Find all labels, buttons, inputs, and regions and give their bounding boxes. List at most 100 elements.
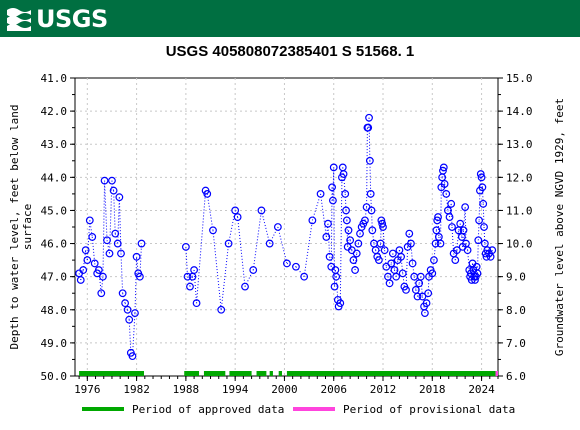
data-point xyxy=(85,216,94,225)
series-connector xyxy=(331,187,334,201)
data-point xyxy=(135,272,144,281)
x-axis: 1976 1982 1988 1994 2000 2006 2012 2018 2024 xyxy=(74,376,499,396)
data-point xyxy=(407,239,415,248)
series-connector xyxy=(459,223,463,237)
data-point xyxy=(322,233,331,241)
gridlines xyxy=(75,78,498,376)
data-point xyxy=(325,252,334,261)
series-connector xyxy=(356,243,359,254)
series-connector xyxy=(341,167,344,178)
series-connector xyxy=(483,226,486,244)
data-point xyxy=(128,352,137,361)
data-point xyxy=(354,239,363,248)
series-connector xyxy=(128,319,132,353)
data-point xyxy=(476,170,485,178)
data-point xyxy=(329,196,337,205)
approved-period-segment xyxy=(256,371,267,376)
data-point xyxy=(111,229,120,238)
data-point xyxy=(416,272,425,281)
series-connector xyxy=(127,309,130,320)
series-connector xyxy=(344,193,347,211)
data-point xyxy=(366,189,375,198)
data-point xyxy=(190,266,198,274)
data-point xyxy=(316,189,325,198)
right-tick-label: 8.0 xyxy=(506,304,526,317)
data-point xyxy=(434,213,442,221)
series-connector xyxy=(417,283,420,297)
x-tick-label: 2006 xyxy=(320,383,347,396)
data-point xyxy=(436,239,445,248)
data-point xyxy=(283,259,291,268)
data-point xyxy=(448,223,456,231)
series-connector xyxy=(345,210,348,221)
series-connector xyxy=(352,260,356,271)
data-point xyxy=(477,173,486,182)
series-connector xyxy=(407,233,410,247)
data-point xyxy=(478,183,487,192)
series-connector xyxy=(426,293,429,304)
left-tick-label: 49.0 xyxy=(41,337,68,350)
x-tick-label: 2000 xyxy=(271,383,298,396)
approved-period-segment xyxy=(184,371,200,376)
data-point xyxy=(392,272,401,281)
series-connector xyxy=(370,193,373,211)
usgs-logo[interactable]: USGS xyxy=(6,3,108,34)
data-point xyxy=(203,189,212,198)
data-point xyxy=(367,206,376,215)
series-connector xyxy=(368,117,371,161)
data-point xyxy=(413,292,422,301)
data-point xyxy=(181,242,190,251)
series-connector xyxy=(369,160,372,194)
right-tick-label: 12.0 xyxy=(506,171,533,184)
data-point xyxy=(385,279,394,288)
series-connector xyxy=(464,207,467,244)
series-connector xyxy=(122,293,126,304)
data-point xyxy=(300,272,309,281)
data-point xyxy=(346,236,355,245)
data-point xyxy=(475,216,484,225)
series-connector xyxy=(339,177,343,304)
series-connector xyxy=(114,233,119,244)
data-point xyxy=(480,223,488,231)
data-point xyxy=(88,233,97,241)
data-point xyxy=(192,299,201,308)
series-connector xyxy=(476,240,479,274)
series-connector xyxy=(120,253,124,294)
data-point xyxy=(100,176,109,185)
data-point xyxy=(81,246,90,255)
series-connector xyxy=(449,203,452,218)
data-point xyxy=(265,239,274,248)
data-point xyxy=(379,223,387,231)
series-connector xyxy=(325,223,329,237)
series-connector xyxy=(311,193,322,221)
data-point xyxy=(341,189,350,198)
data-point xyxy=(388,249,397,258)
data-point xyxy=(308,216,317,225)
left-axis-label-line1: Depth to water level, feet below land xyxy=(8,104,21,349)
data-point xyxy=(368,226,377,235)
data-point xyxy=(447,199,456,208)
series-connector xyxy=(390,253,394,264)
left-axis-label-line2: surface xyxy=(21,204,34,250)
data-series xyxy=(75,113,497,361)
data-point xyxy=(105,249,114,258)
data-point xyxy=(125,315,134,324)
data-point xyxy=(408,259,417,268)
left-tick-label: 47.0 xyxy=(41,271,68,284)
data-point xyxy=(273,223,282,231)
series-connector xyxy=(329,256,332,267)
data-point xyxy=(352,249,361,258)
data-point xyxy=(461,203,470,212)
data-point xyxy=(420,309,429,317)
data-point xyxy=(430,256,438,265)
data-point xyxy=(342,206,350,215)
approved-period-segment xyxy=(229,371,252,376)
data-point xyxy=(375,256,383,265)
series-connector xyxy=(303,220,313,277)
series-connector xyxy=(408,233,412,244)
data-point xyxy=(398,269,407,278)
data-point xyxy=(233,213,242,221)
data-point xyxy=(108,176,116,185)
data-point xyxy=(332,272,341,281)
